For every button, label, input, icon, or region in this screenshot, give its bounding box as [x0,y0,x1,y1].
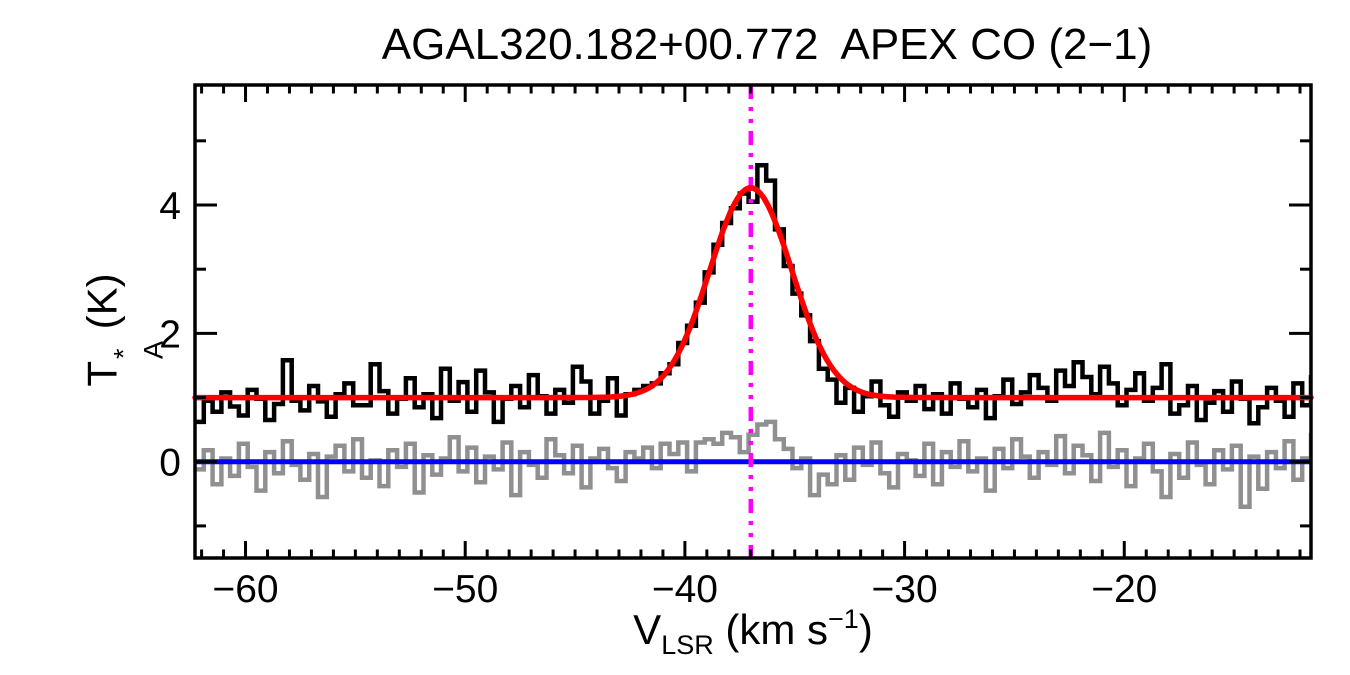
y-axis-label-main: T [78,361,126,387]
x-axis-label-sup: −1 [828,604,859,634]
x-tick-label: −60 [212,568,278,611]
y-axis-label-unit: (K) [78,273,126,341]
x-tick-label: −50 [432,568,498,611]
x-tick-label: −40 [652,568,718,611]
x-tick-label: −20 [1091,568,1157,611]
y-axis-label-scripts: * A [108,340,169,360]
y-axis-label-sub: A [138,340,169,360]
x-axis-label-close: ) [858,606,873,653]
chart-title: AGAL320.182+00.772 APEX CO (2−1) [381,20,1153,69]
y-tick-label: 2 [159,313,181,356]
y-axis-label-sup: * [108,348,139,360]
x-axis-label-sub: LSR [661,630,714,660]
x-axis-label-unit: (km s [713,606,829,653]
x-tick-label: −30 [872,568,938,611]
y-tick-label: 0 [159,442,181,485]
x-axis-label-main: V [633,606,662,653]
x-axis-label: VLSR (km s−1) [633,604,873,659]
y-axis-label: T * A (K) [78,273,169,387]
y-tick-label: 4 [159,185,181,228]
gaussian-fit-curve [192,185,1314,401]
plot-border [193,83,1313,560]
residual-histogram [195,419,1311,509]
